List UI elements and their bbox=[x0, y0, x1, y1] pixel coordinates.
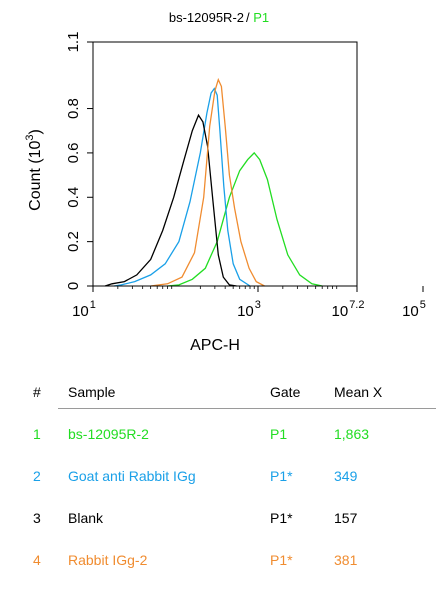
table-row: 2 Goat anti Rabbit IGg P1* 349 bbox=[0, 468, 444, 490]
y-tick-label: 0.4 bbox=[65, 187, 82, 208]
row-mean: 157 bbox=[334, 510, 358, 526]
y-tick-label: 0 bbox=[65, 282, 82, 290]
series-line bbox=[114, 87, 251, 287]
row-sample: Goat anti Rabbit IGg bbox=[68, 468, 196, 484]
series-line bbox=[104, 113, 237, 287]
y-axis-label: Count (103) bbox=[24, 129, 44, 211]
y-tick-label: 0.2 bbox=[65, 231, 82, 252]
y-tick-label: 1.1 bbox=[65, 32, 82, 53]
row-gate: P1 bbox=[270, 426, 288, 442]
header-mean: Mean X bbox=[334, 384, 383, 400]
x-tick-label: 101 bbox=[72, 299, 96, 320]
plot-frame bbox=[92, 41, 358, 287]
row-sample: Blank bbox=[68, 510, 104, 526]
x-tick-label: 103 bbox=[237, 299, 261, 320]
chart-title: bs-12095R-2/ P1 bbox=[169, 10, 269, 25]
series-line bbox=[150, 77, 265, 287]
table-row: 4 Rabbit IGg-2 P1* 381 bbox=[0, 552, 444, 574]
histogram-chart: bs-12095R-2/ P1 0 0.2 0.4 0.6 0.8 1.1 101 103 10… bbox=[24, 10, 426, 354]
table-row: 1 bs-12095R-2 P1 1,863 bbox=[0, 426, 444, 448]
y-tick-label: 0.8 bbox=[65, 98, 82, 119]
row-sample: Rabbit IGg-2 bbox=[68, 552, 148, 568]
x-tick-label: 105 bbox=[402, 299, 426, 320]
y-tick-label: 0.6 bbox=[65, 142, 82, 163]
header-gate: Gate bbox=[270, 384, 301, 400]
table-header-row: # Sample Gate Mean X bbox=[0, 384, 444, 406]
row-num: 3 bbox=[33, 510, 41, 526]
row-sample: bs-12095R-2 bbox=[68, 426, 149, 442]
title-gate: P1 bbox=[253, 10, 269, 25]
row-gate: P1* bbox=[270, 468, 293, 484]
title-separator: / bbox=[246, 10, 253, 25]
table-row: 3 Blank P1* 157 bbox=[0, 510, 444, 532]
title-sample: bs-12095R-2 bbox=[169, 10, 244, 25]
row-num: 2 bbox=[33, 468, 41, 484]
x-axis-label: APC-H bbox=[190, 337, 240, 354]
row-mean: 1,863 bbox=[334, 426, 370, 442]
plot-area: 0 0.2 0.4 0.6 0.8 1.1 101 103 105 107.2 bbox=[65, 32, 426, 320]
row-mean: 381 bbox=[334, 552, 358, 568]
row-gate: P1* bbox=[270, 552, 293, 568]
row-num: 1 bbox=[33, 426, 41, 442]
series-line bbox=[167, 151, 323, 287]
row-mean: 349 bbox=[334, 468, 358, 484]
header-sample: Sample bbox=[68, 384, 116, 400]
header-num: # bbox=[33, 384, 41, 400]
x-tick-label: 107.2 bbox=[332, 299, 365, 320]
row-gate: P1* bbox=[270, 510, 293, 526]
table-header-divider bbox=[58, 408, 436, 409]
row-num: 4 bbox=[33, 552, 41, 568]
